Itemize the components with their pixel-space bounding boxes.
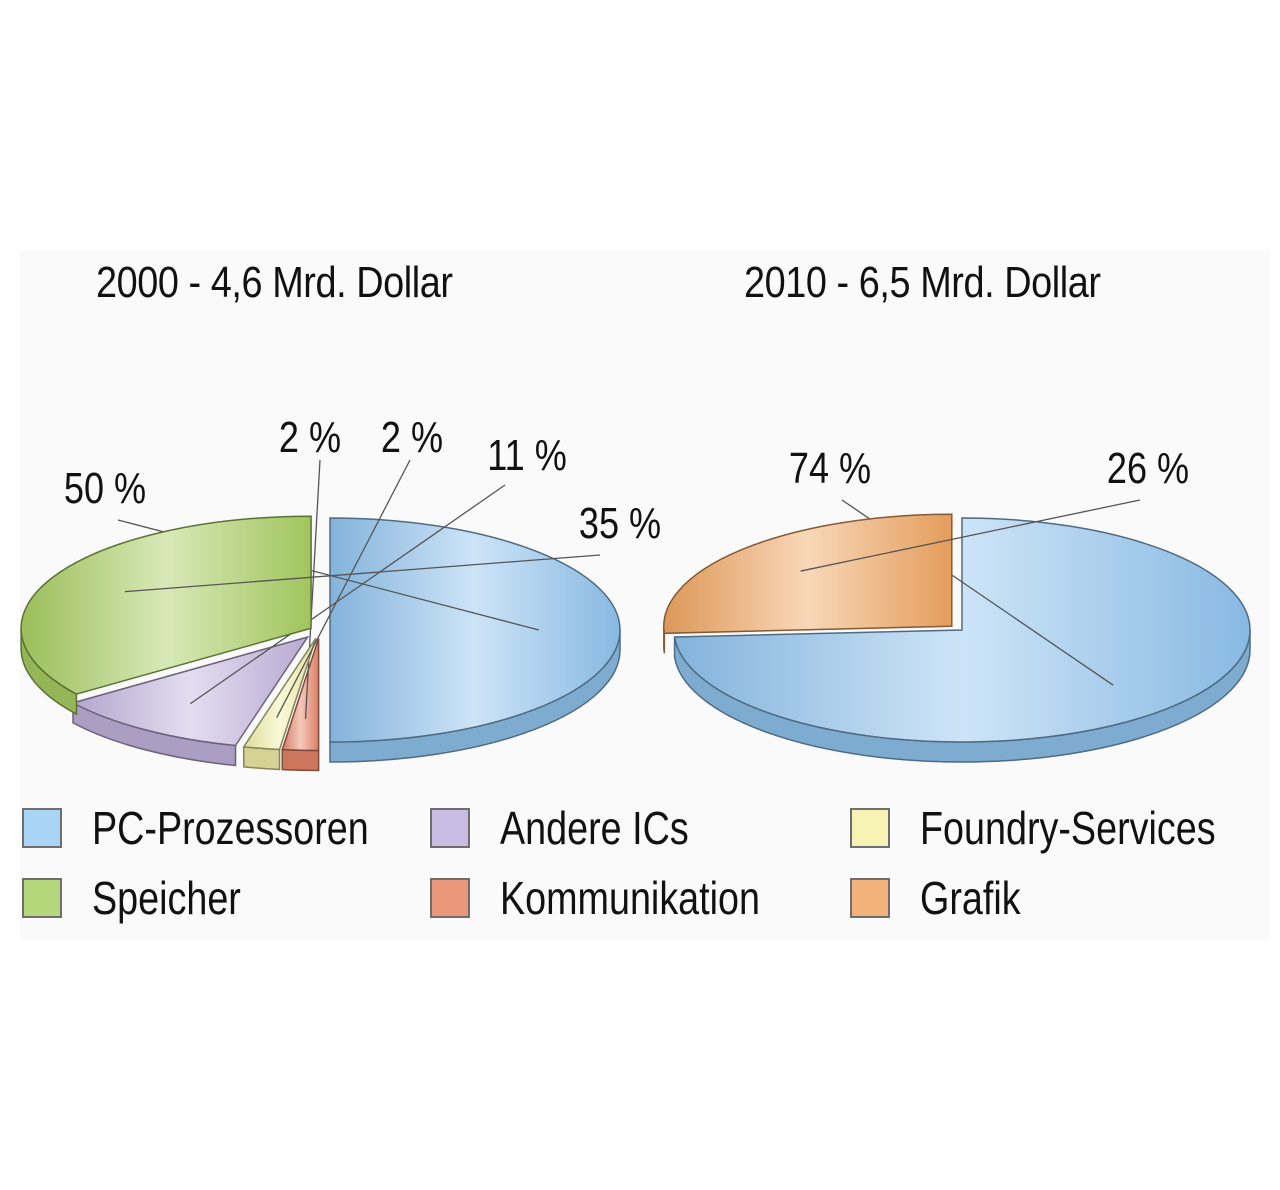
legend-label: Andere ICs	[500, 802, 689, 854]
legend-swatch	[850, 808, 890, 848]
data-label-andere-ics: 11 %	[487, 431, 567, 480]
pie-slice-side	[243, 745, 281, 771]
legend-item-grafik: Grafik	[850, 870, 1043, 926]
legend-label: PC-Prozessoren	[92, 802, 369, 854]
legend-item-kommunikation: Kommunikation	[430, 870, 817, 926]
pie-slice-kommunikation	[281, 638, 320, 772]
legend-label: Grafik	[920, 872, 1021, 924]
legend-swatch	[430, 878, 470, 918]
legend-label: Kommunikation	[500, 872, 760, 924]
legend-swatch	[22, 878, 62, 918]
data-label-pc-prozessoren: 74 %	[789, 444, 871, 493]
pie-2000: 50 % 2 % 2 % 11 %35 %	[20, 413, 661, 772]
pie-slice-top	[281, 638, 320, 752]
legend-item-speicher: Speicher	[22, 870, 274, 926]
data-label-grafik: 26 %	[1107, 444, 1189, 493]
leader-line	[304, 459, 321, 719]
data-label-foundry-services: 2 %	[381, 413, 443, 462]
legend-label: Speicher	[92, 872, 241, 924]
data-label-speicher: 35 %	[579, 499, 661, 548]
data-label-pc-prozessoren: 50 %	[64, 464, 146, 513]
pie-slice-top	[71, 635, 310, 747]
chart-title-2000: 2000 - 4,6 Mrd. Dollar	[96, 258, 453, 307]
legend: PC-Prozessoren Andere ICs Foundry-Servic…	[22, 800, 1272, 930]
pie-slice-top	[673, 517, 1251, 743]
chart-title-2010: 2010 - 6,5 Mrd. Dollar	[744, 258, 1101, 307]
pie-2010: 74 % 26 %	[663, 444, 1251, 763]
pie-slice-speicher	[20, 515, 312, 716]
legend-swatch	[850, 878, 890, 918]
legend-swatch	[22, 808, 62, 848]
pie-slice-top	[329, 517, 621, 743]
pie-slice-pc-prozessoren	[329, 517, 621, 763]
pie-slice-top	[663, 513, 953, 635]
leader-line	[189, 484, 506, 705]
legend-item-pc-prozessoren: PC-Prozessoren	[22, 800, 429, 856]
leader-line	[800, 499, 1141, 572]
legend-label: Foundry-Services	[920, 802, 1216, 854]
legend-item-andere-ics: Andere ICs	[430, 800, 730, 856]
pie-slice-foundry-services	[242, 637, 317, 771]
pie-slice-grafik	[663, 513, 953, 654]
pie-slice-top	[242, 637, 317, 751]
pie-slice-side	[281, 748, 320, 772]
leader-line	[124, 554, 601, 593]
legend-swatch	[430, 808, 470, 848]
data-label-kommunikation: 2 %	[279, 413, 341, 462]
legend-item-foundry-services: Foundry-Services	[850, 800, 1280, 856]
leader-line	[276, 459, 411, 718]
pie-slice-top	[20, 515, 312, 695]
pie-slice-andere-ics	[71, 635, 310, 767]
pie-slice-pc-prozessoren	[673, 517, 1251, 763]
